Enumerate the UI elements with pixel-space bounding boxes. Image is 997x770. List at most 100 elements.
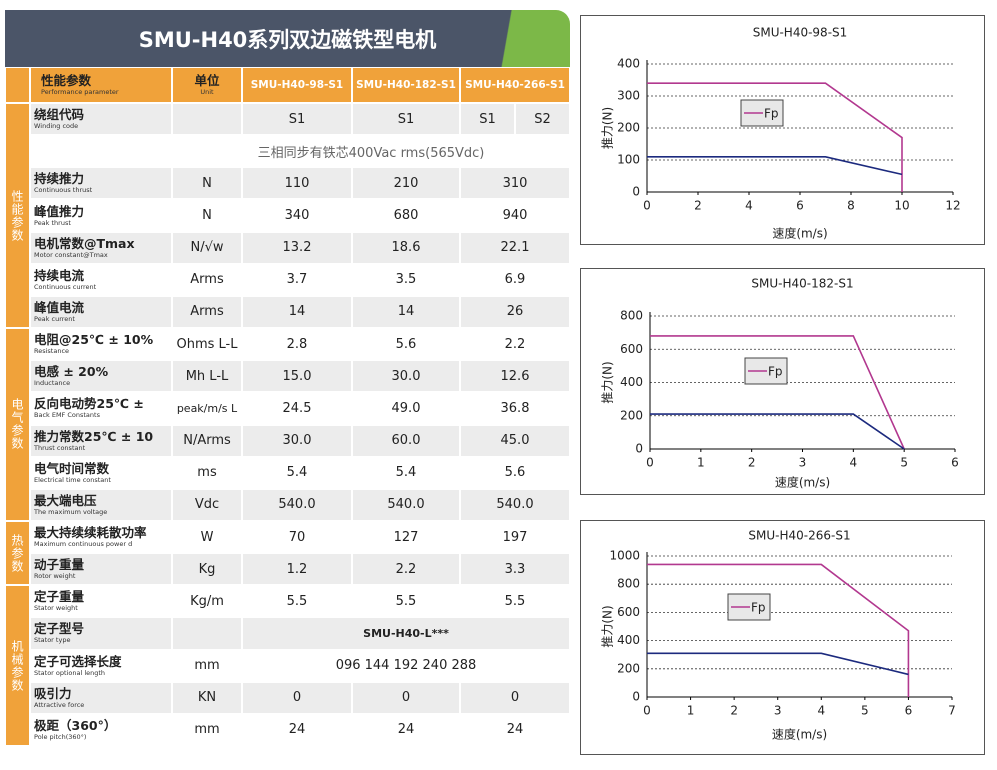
param-cell: 电气时间常数 Electrical time constant bbox=[30, 456, 172, 489]
x-tick-label: 6 bbox=[796, 199, 804, 213]
value-text: S1 bbox=[479, 111, 496, 127]
param-cell: 电机常数@Tmax Motor constant@Tmax bbox=[30, 231, 172, 264]
x-tick-label: 12 bbox=[945, 199, 960, 213]
y-tick-label: 0 bbox=[632, 185, 640, 199]
label-zh: 峰值电流 bbox=[34, 299, 85, 315]
label-zh: 最大端电压 bbox=[34, 492, 97, 508]
value-text: 15.0 bbox=[282, 368, 312, 384]
param-cell: 反向电动势25℃ ± Back EMF Constants bbox=[30, 392, 172, 425]
value-cell: 2.2 bbox=[352, 553, 460, 586]
unit-cell: N/Arms bbox=[172, 424, 242, 457]
x-tick-label: 6 bbox=[951, 456, 959, 470]
y-tick-label: 800 bbox=[617, 577, 640, 591]
unit-text: Arms bbox=[190, 272, 224, 288]
y-axis-label: 推力(N) bbox=[601, 605, 615, 647]
unit-text: Vdc bbox=[194, 497, 220, 513]
label-zh: 持续推力 bbox=[34, 171, 85, 187]
header-cell: SMU-H40-182-S1 bbox=[352, 67, 460, 103]
value-cell: 22.1 bbox=[460, 231, 570, 264]
value-cell: 5.4 bbox=[352, 456, 460, 489]
value-text: 24 bbox=[288, 722, 306, 738]
legend-label: Fp bbox=[751, 601, 766, 615]
label-en: Performance parameter bbox=[41, 88, 119, 96]
value-cell: 0 bbox=[460, 681, 570, 714]
unit-cell: mm bbox=[172, 649, 242, 682]
label-en: Unit bbox=[200, 88, 214, 96]
value-cell: 197 bbox=[460, 520, 570, 554]
value-text: 5.4 bbox=[395, 465, 417, 481]
value-text: S1 bbox=[397, 111, 415, 127]
model-name: SMU-H40-182-S1 bbox=[356, 79, 456, 91]
model-name: SMU-H40-98-S1 bbox=[250, 79, 344, 91]
unit-text: mm bbox=[194, 658, 220, 674]
x-tick-label: 6 bbox=[905, 704, 913, 718]
section-label-text: 电气参数 bbox=[10, 398, 24, 451]
value-cell: 5.6 bbox=[460, 456, 570, 489]
value-cell: 24 bbox=[460, 713, 570, 746]
note-text: 三相同步有铁芯400Vac rms(565Vdc) bbox=[257, 145, 485, 161]
y-tick-label: 100 bbox=[617, 153, 640, 167]
unit-cell: W bbox=[172, 520, 242, 554]
label-en: Back EMF Constants bbox=[34, 411, 100, 420]
param-cell: 持续推力 Continuous thrust bbox=[30, 167, 172, 200]
label-en: Continuous thrust bbox=[34, 186, 93, 195]
label-zh: 定子型号 bbox=[34, 621, 85, 637]
value-text: 940 bbox=[502, 208, 528, 223]
section-label-text: 热参数 bbox=[10, 533, 24, 573]
value-text: 2.8 bbox=[286, 336, 308, 352]
param-cell: 峰值电流 Peak current bbox=[30, 295, 172, 329]
value-cell: 45.0 bbox=[460, 424, 570, 457]
value-cell: 15.0 bbox=[242, 360, 352, 393]
param-cell bbox=[30, 135, 172, 168]
param-cell: 吸引力 Attractive force bbox=[30, 681, 172, 714]
label-zh: 电感 ± 20% bbox=[34, 364, 109, 380]
unit-cell: Arms bbox=[172, 295, 242, 329]
section-label: 电气参数 bbox=[5, 328, 30, 521]
unit-text: Mh L-L bbox=[185, 368, 229, 384]
value-text: 5.4 bbox=[286, 465, 308, 481]
value-text: 540.0 bbox=[496, 497, 534, 513]
unit-cell: ms bbox=[172, 456, 242, 489]
label-zh: 性能参数 bbox=[41, 73, 92, 88]
value-cell: 14 bbox=[242, 295, 352, 329]
value-cell: 127 bbox=[352, 520, 460, 554]
chart: SMU-H40-98-S1 0 100 200 300 400 0 2 4 6 8 10 12 速度(m/… bbox=[580, 15, 985, 245]
series-line bbox=[650, 413, 905, 450]
value-text: 680 bbox=[393, 208, 419, 223]
header-cell: 性能参数 Performance parameter bbox=[30, 67, 172, 103]
value-text: 13.2 bbox=[282, 240, 312, 256]
y-tick-label: 400 bbox=[620, 375, 643, 389]
x-tick-label: 4 bbox=[745, 199, 753, 213]
unit-text: Ohms L-L bbox=[176, 336, 238, 352]
value-cell: 60.0 bbox=[352, 424, 460, 457]
unit-cell: Vdc bbox=[172, 488, 242, 521]
value-text: SMU-H40-L*** bbox=[363, 626, 449, 640]
x-tick-label: 1 bbox=[697, 456, 705, 470]
unit-text: peak/m/s L bbox=[176, 401, 238, 415]
value-cell: S1 bbox=[242, 103, 352, 136]
unit-cell: Ohms L-L bbox=[172, 328, 242, 361]
label-en: Thrust constant bbox=[34, 443, 86, 452]
value-cell: SMU-H40-L*** bbox=[242, 617, 570, 650]
param-cell: 定子可选择长度 Stator optional length bbox=[30, 649, 172, 682]
param-cell: 绕组代码 Winding code bbox=[30, 103, 172, 136]
value-cell: 70 bbox=[242, 520, 352, 554]
label-en: Pole pitch(360°) bbox=[34, 732, 87, 741]
value-text: 60.0 bbox=[391, 433, 421, 449]
value-cell: 30.0 bbox=[242, 424, 352, 457]
value-text: 36.8 bbox=[500, 400, 530, 416]
value-cell: 24 bbox=[352, 713, 460, 746]
y-tick-label: 200 bbox=[617, 121, 640, 135]
unit-text: KN bbox=[197, 690, 217, 706]
value-text: 0 bbox=[510, 690, 520, 706]
value-text: 197 bbox=[502, 529, 528, 545]
model-name: SMU-H40-266-S1 bbox=[465, 79, 565, 91]
value-text: 22.1 bbox=[500, 240, 530, 256]
label-en: The maximum voltage bbox=[34, 507, 108, 516]
y-tick-label: 400 bbox=[617, 57, 640, 71]
param-cell: 最大端电压 The maximum voltage bbox=[30, 488, 172, 521]
label-zh: 持续电流 bbox=[34, 267, 85, 283]
param-cell: 持续电流 Continuous current bbox=[30, 263, 172, 296]
y-tick-label: 0 bbox=[635, 442, 643, 456]
y-axis-label: 推力(N) bbox=[601, 107, 615, 149]
